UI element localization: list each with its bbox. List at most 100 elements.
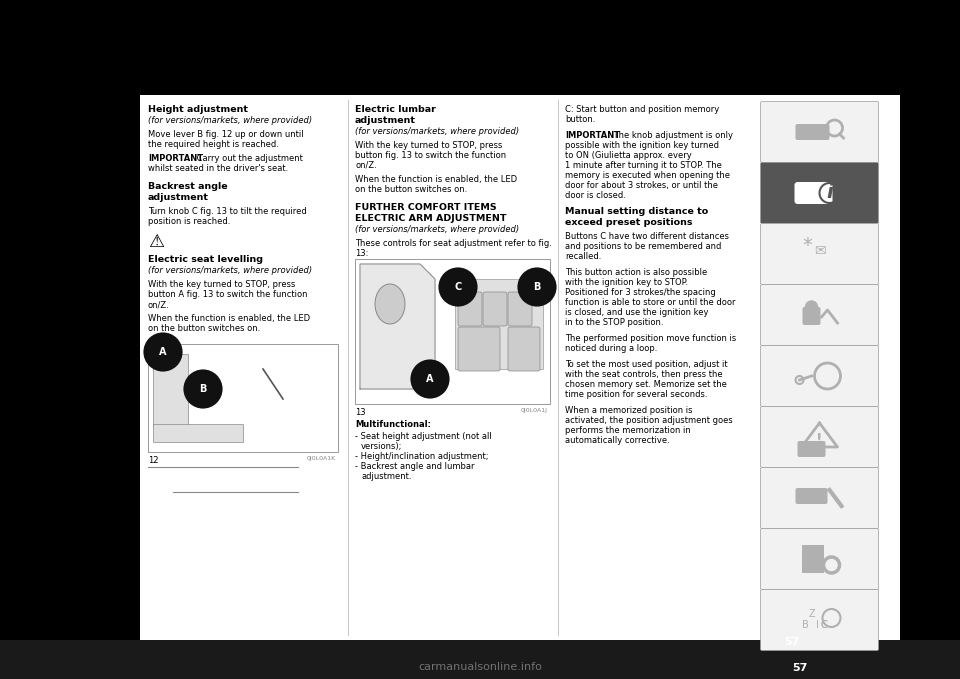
Text: on the button switches on.: on the button switches on. <box>148 324 260 333</box>
Bar <box>153 424 243 442</box>
Text: 13:: 13: <box>355 249 369 258</box>
Text: Multifunctional:: Multifunctional: <box>355 420 431 429</box>
Text: Turn knob C fig. 13 to tilt the required: Turn knob C fig. 13 to tilt the required <box>148 207 307 216</box>
Text: Manual setting distance to: Manual setting distance to <box>565 207 708 216</box>
Text: Electric seat levelling: Electric seat levelling <box>148 255 263 264</box>
Text: on the button switches on.: on the button switches on. <box>355 185 468 194</box>
Text: The knob adjustment is only: The knob adjustment is only <box>611 131 733 140</box>
Text: carmanualsonline.info: carmanualsonline.info <box>418 662 542 672</box>
Text: memory is executed when opening the: memory is executed when opening the <box>565 171 730 180</box>
Text: C: C <box>820 620 827 630</box>
Text: the required height is reached.: the required height is reached. <box>148 140 278 149</box>
Text: button fig. 13 to switch the function: button fig. 13 to switch the function <box>355 151 506 160</box>
Text: C: C <box>454 282 462 292</box>
Text: IMPORTANT: IMPORTANT <box>148 154 204 163</box>
Text: With the key turned to STOP, press: With the key turned to STOP, press <box>148 280 296 289</box>
Text: FURTHER COMFORT ITEMS: FURTHER COMFORT ITEMS <box>355 203 496 212</box>
Text: and positions to be remembered and: and positions to be remembered and <box>565 242 721 251</box>
Text: - Height/inclination adjustment;: - Height/inclination adjustment; <box>355 452 489 461</box>
Text: 13: 13 <box>355 408 366 417</box>
FancyBboxPatch shape <box>796 124 829 140</box>
Text: When a memorized position is: When a memorized position is <box>565 406 692 415</box>
FancyBboxPatch shape <box>760 285 878 346</box>
FancyBboxPatch shape <box>760 589 878 650</box>
Text: i: i <box>827 183 833 202</box>
Polygon shape <box>360 264 435 389</box>
Text: on/Z.: on/Z. <box>355 161 376 170</box>
FancyBboxPatch shape <box>760 528 878 589</box>
Text: button.: button. <box>565 115 595 124</box>
Text: with the ignition key to STOP.: with the ignition key to STOP. <box>565 278 688 287</box>
Text: Buttons C have two different distances: Buttons C have two different distances <box>565 232 729 241</box>
Text: - Backrest angle and lumbar: - Backrest angle and lumbar <box>355 462 474 471</box>
Text: 0J0L0A1K: 0J0L0A1K <box>307 456 336 461</box>
Text: This button action is also possible: This button action is also possible <box>565 268 708 277</box>
Text: When the function is enabled, the LED: When the function is enabled, the LED <box>355 175 517 184</box>
FancyBboxPatch shape <box>508 327 540 371</box>
Text: C: Start button and position memory: C: Start button and position memory <box>565 105 719 114</box>
Bar <box>0 640 960 679</box>
Text: activated, the position adjustment goes: activated, the position adjustment goes <box>565 416 732 425</box>
FancyBboxPatch shape <box>760 223 878 285</box>
FancyBboxPatch shape <box>760 407 878 468</box>
Text: *: * <box>803 236 812 255</box>
Bar <box>455 279 543 369</box>
FancyBboxPatch shape <box>760 346 878 407</box>
Text: B: B <box>534 282 540 292</box>
FancyBboxPatch shape <box>458 327 500 371</box>
Text: ✉: ✉ <box>814 244 826 258</box>
Circle shape <box>805 301 818 313</box>
Text: chosen memory set. Memorize set the: chosen memory set. Memorize set the <box>565 380 727 389</box>
Text: possible with the ignition key turned: possible with the ignition key turned <box>565 141 719 150</box>
Text: position is reached.: position is reached. <box>148 217 230 226</box>
Text: These controls for seat adjustment refer to fig.: These controls for seat adjustment refer… <box>355 239 552 248</box>
FancyBboxPatch shape <box>760 468 878 528</box>
Text: button A fig. 13 to switch the function: button A fig. 13 to switch the function <box>148 290 307 299</box>
Text: IMPORTANT: IMPORTANT <box>565 131 620 140</box>
FancyBboxPatch shape <box>796 488 828 504</box>
Text: (for versions/markets, where provided): (for versions/markets, where provided) <box>148 116 312 125</box>
FancyBboxPatch shape <box>760 162 878 223</box>
Text: is closed, and use the ignition key: is closed, and use the ignition key <box>565 308 708 317</box>
Text: in to the STOP position.: in to the STOP position. <box>565 318 663 327</box>
Text: C: C <box>820 620 827 630</box>
Text: I: I <box>816 620 819 630</box>
Text: recalled.: recalled. <box>565 252 601 261</box>
Text: whilst seated in the driver's seat.: whilst seated in the driver's seat. <box>148 164 288 173</box>
FancyBboxPatch shape <box>795 182 832 204</box>
Text: exceed preset positions: exceed preset positions <box>565 218 692 227</box>
Text: (for versions/markets, where provided): (for versions/markets, where provided) <box>355 225 519 234</box>
Text: performs the memorization in: performs the memorization in <box>565 426 691 435</box>
Text: versions);: versions); <box>361 442 402 451</box>
Text: adjustment.: adjustment. <box>361 472 412 481</box>
Text: 12: 12 <box>148 456 158 465</box>
Text: 57: 57 <box>792 663 807 673</box>
Text: The performed position move function is: The performed position move function is <box>565 334 736 343</box>
Text: automatically corrective.: automatically corrective. <box>565 436 670 445</box>
Text: to ON (Giulietta approx. every: to ON (Giulietta approx. every <box>565 151 692 160</box>
FancyBboxPatch shape <box>760 101 878 162</box>
Text: noticed during a loop.: noticed during a loop. <box>565 344 658 353</box>
Text: (for versions/markets, where provided): (for versions/markets, where provided) <box>148 266 312 275</box>
Text: adjustment: adjustment <box>355 116 416 125</box>
Text: With the key turned to STOP, press: With the key turned to STOP, press <box>355 141 502 150</box>
Text: with the seat controls, then press the: with the seat controls, then press the <box>565 370 723 379</box>
Text: B: B <box>803 620 809 630</box>
Ellipse shape <box>375 284 405 324</box>
Text: When the function is enabled, the LED: When the function is enabled, the LED <box>148 314 310 323</box>
Bar <box>802 545 824 573</box>
Bar <box>153 354 188 427</box>
Text: 57: 57 <box>784 637 800 647</box>
Text: door for about 3 strokes, or until the: door for about 3 strokes, or until the <box>565 181 718 190</box>
Text: Electric lumbar: Electric lumbar <box>355 105 436 114</box>
Text: on/Z.: on/Z. <box>148 300 170 309</box>
Text: A: A <box>159 347 167 357</box>
Text: 1 minute after turning it to STOP. The: 1 minute after turning it to STOP. The <box>565 161 722 170</box>
FancyBboxPatch shape <box>798 441 826 457</box>
Text: 0J0L0A1J: 0J0L0A1J <box>521 408 548 413</box>
Text: Carry out the adjustment: Carry out the adjustment <box>194 154 302 163</box>
Text: Positioned for 3 strokes/the spacing: Positioned for 3 strokes/the spacing <box>565 288 716 297</box>
FancyBboxPatch shape <box>458 292 482 326</box>
FancyBboxPatch shape <box>803 307 821 325</box>
Bar <box>140 95 900 640</box>
